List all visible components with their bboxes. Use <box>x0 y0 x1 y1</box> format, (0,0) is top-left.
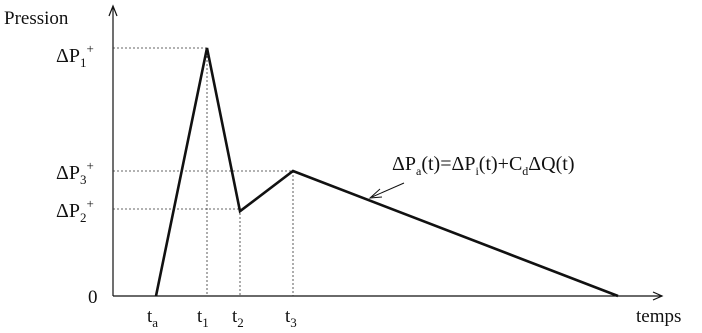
x-tick-label-ta: ta <box>147 306 158 330</box>
annotation-arrow-head <box>368 188 383 199</box>
x-tick-label-t1: t1 <box>197 306 209 330</box>
annotation-formula: ΔPa(t)=ΔPi(t)+CdΔQ(t) <box>392 153 574 178</box>
y-axis-arrow <box>108 4 118 17</box>
y-tick-label-dp1: ΔP1+ <box>56 41 94 70</box>
annotation-arrow <box>371 182 405 198</box>
y-axis-label: Pression <box>4 8 69 29</box>
y-tick-label-zero: 0 <box>88 287 98 308</box>
y-tick-label-dp2: ΔP2+ <box>56 196 94 225</box>
x-tick-label-t2: t2 <box>232 306 244 330</box>
pressure-curve <box>154 47 619 298</box>
x-axis-label: temps <box>636 306 681 327</box>
x-axis-arrow <box>652 291 664 301</box>
x-tick-label-t3: t3 <box>285 306 297 330</box>
y-tick-label-dp3: ΔP3+ <box>56 158 94 187</box>
